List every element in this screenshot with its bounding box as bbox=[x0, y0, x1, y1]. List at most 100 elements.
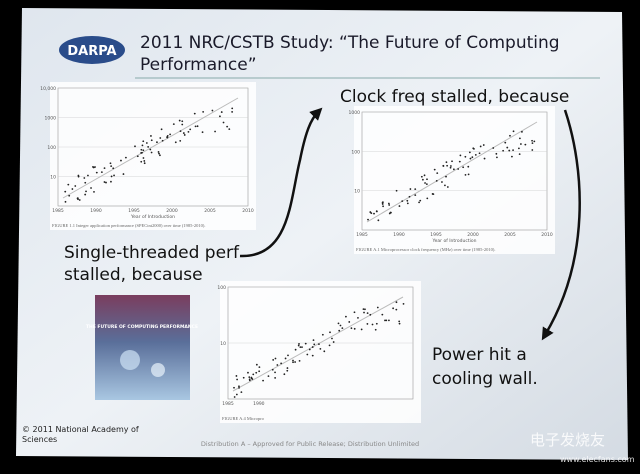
scatter-dot bbox=[160, 128, 163, 131]
scatter-dot bbox=[85, 190, 87, 193]
scatter-dot bbox=[149, 148, 152, 151]
scatter-dot bbox=[231, 107, 234, 110]
scatter-dot bbox=[519, 137, 521, 140]
scatter-dot bbox=[395, 308, 398, 311]
scatter-dot bbox=[467, 165, 470, 168]
scatter-dot bbox=[421, 178, 424, 181]
scatter-dot bbox=[120, 159, 122, 162]
scatter-dot bbox=[435, 179, 438, 182]
scatter-dot bbox=[467, 173, 470, 176]
scatter-dot bbox=[142, 140, 145, 143]
scatter-dot bbox=[329, 331, 331, 334]
scatter-dot bbox=[418, 201, 420, 204]
scatter-dot bbox=[353, 327, 356, 330]
scatter-dot bbox=[287, 354, 289, 357]
scatter-dot bbox=[512, 149, 514, 152]
scatter-dot bbox=[248, 376, 251, 379]
scatter-dot bbox=[375, 210, 378, 213]
scatter-dot bbox=[414, 194, 417, 197]
y-tick-label: 10,000 bbox=[40, 86, 56, 92]
scatter-dot bbox=[250, 377, 253, 380]
scatter-dot bbox=[506, 146, 509, 149]
figure-caption: FIGURE A.4 Micropro bbox=[222, 416, 265, 421]
x-tick-label: 1985 bbox=[356, 232, 368, 238]
title-line: 2011 NRC/CSTB Study: “The Future of Comp… bbox=[140, 33, 560, 53]
scatter-dot bbox=[521, 130, 523, 133]
scatter-dot bbox=[511, 155, 513, 158]
scatter-dot bbox=[298, 359, 301, 362]
scatter-dot bbox=[140, 160, 143, 163]
scatter-dot bbox=[292, 359, 294, 362]
scatter-dot bbox=[262, 379, 264, 382]
y-tick-label: 1000 bbox=[45, 116, 57, 122]
scatter-dot bbox=[381, 313, 384, 316]
scatter-dot bbox=[367, 218, 369, 221]
scatter-dot bbox=[211, 109, 214, 112]
scatter-dot bbox=[161, 139, 164, 142]
callout: stalled, because bbox=[64, 265, 203, 285]
x-tick-label: 2005 bbox=[504, 232, 516, 238]
scatter-dot bbox=[179, 139, 182, 142]
x-axis-title: Year of Introduction bbox=[432, 238, 477, 244]
scatter-dot bbox=[458, 160, 461, 163]
scatter-dot bbox=[140, 148, 143, 151]
scatter-dot bbox=[201, 131, 204, 134]
copyright: © 2011 National Academy of bbox=[22, 425, 139, 434]
scatter-dot bbox=[93, 191, 95, 193]
scatter-dot bbox=[472, 147, 475, 150]
scatter-dot bbox=[110, 180, 112, 183]
scatter-dot bbox=[159, 154, 161, 157]
scatter-dot bbox=[84, 181, 87, 184]
scatter-dot bbox=[423, 174, 426, 177]
scatter-dot bbox=[502, 149, 505, 152]
scatter-dot bbox=[187, 130, 190, 133]
scatter-dot bbox=[141, 144, 144, 147]
x-tick-label: 1990 bbox=[253, 401, 265, 407]
scatter-dot bbox=[376, 306, 379, 309]
arrow bbox=[541, 109, 581, 341]
scatter-dot bbox=[189, 128, 192, 131]
scatter-dot bbox=[276, 364, 279, 366]
y-tick-label: 100 bbox=[351, 149, 360, 155]
figure-caption: FIGURE 1.1 Integer application performan… bbox=[52, 223, 205, 228]
scatter-dot bbox=[304, 342, 307, 345]
scatter-dot bbox=[381, 201, 384, 204]
scatter-dot bbox=[267, 375, 270, 377]
scatter-dot bbox=[531, 139, 533, 142]
scatter-dot bbox=[124, 156, 127, 159]
scatter-dot bbox=[255, 363, 258, 366]
distribution: Distribution A – Approved for Public Rel… bbox=[201, 440, 419, 448]
scatter-dot bbox=[425, 183, 428, 186]
trend-line bbox=[366, 121, 538, 223]
title-line: Performance” bbox=[140, 55, 257, 75]
scatter-dot bbox=[68, 194, 71, 197]
scatter-dot bbox=[194, 125, 197, 128]
scatter-dot bbox=[509, 134, 511, 137]
scatter-dot bbox=[459, 154, 462, 157]
scatter-dot bbox=[83, 177, 86, 179]
x-axis-title: Year of Introduction bbox=[130, 214, 175, 220]
scatter-dot bbox=[366, 323, 369, 325]
scatter-dot bbox=[433, 168, 436, 171]
scatter-dot bbox=[337, 322, 340, 325]
scatter-dot bbox=[258, 370, 261, 373]
logo-badge bbox=[59, 36, 125, 64]
callout: Power hit a bbox=[432, 345, 527, 365]
scatter-dot bbox=[479, 145, 482, 148]
scatter-dot bbox=[348, 321, 351, 323]
scatter-dot bbox=[286, 367, 289, 369]
scatter-dot bbox=[182, 132, 185, 134]
scatter-dot bbox=[495, 152, 498, 155]
scatter-dot bbox=[196, 125, 199, 128]
scatter-dot bbox=[222, 121, 225, 124]
scatter-dot bbox=[395, 301, 398, 304]
scatter-dot bbox=[457, 168, 460, 170]
scatter-dot bbox=[392, 307, 395, 310]
scatter-dot bbox=[318, 343, 320, 346]
scatter-dot bbox=[468, 151, 471, 154]
scatter-dot bbox=[220, 111, 223, 113]
scatter-dot bbox=[441, 181, 443, 183]
scatter-dot bbox=[214, 130, 216, 133]
scatter-dot bbox=[158, 152, 160, 155]
scatter-dot bbox=[414, 188, 417, 191]
